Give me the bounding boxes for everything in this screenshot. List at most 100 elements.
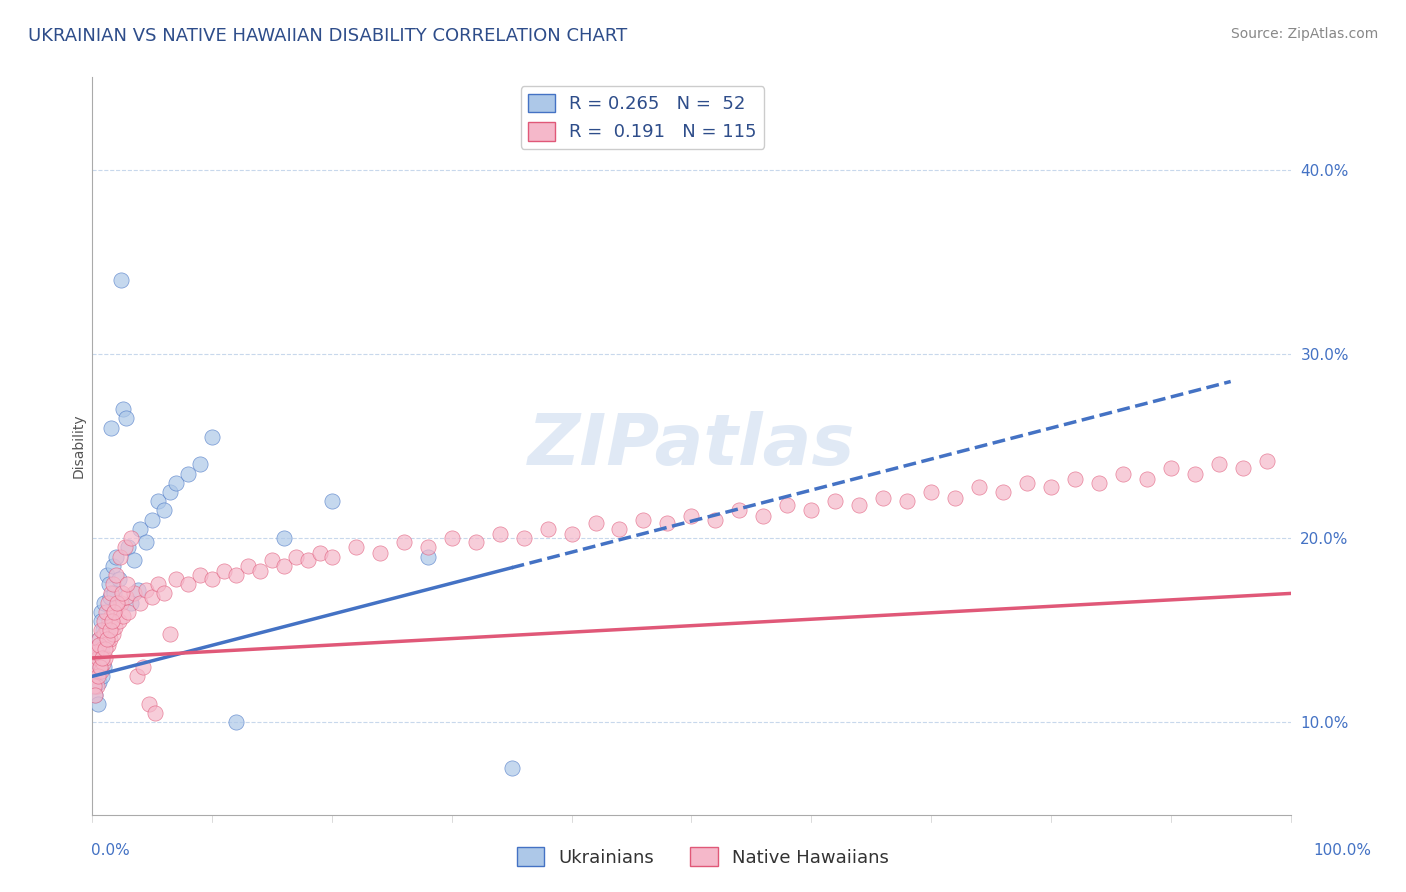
Point — [159, 485, 181, 500]
Point — [344, 541, 367, 555]
Point — [93, 627, 115, 641]
Point — [90, 614, 112, 628]
Point — [273, 531, 295, 545]
Point — [89, 660, 111, 674]
Point — [86, 679, 108, 693]
Point — [188, 568, 211, 582]
Point — [97, 614, 120, 628]
Point — [776, 498, 799, 512]
Point — [260, 553, 283, 567]
Point — [920, 485, 942, 500]
Point — [101, 558, 124, 573]
Point — [98, 590, 121, 604]
Point — [138, 697, 160, 711]
Point — [561, 527, 583, 541]
Point — [98, 624, 121, 638]
Point — [249, 564, 271, 578]
Point — [98, 632, 121, 647]
Point — [115, 577, 138, 591]
Point — [440, 531, 463, 545]
Point — [177, 577, 200, 591]
Point — [90, 641, 112, 656]
Point — [135, 582, 157, 597]
Text: 0.0%: 0.0% — [91, 843, 131, 858]
Point — [97, 619, 120, 633]
Point — [896, 494, 918, 508]
Point — [82, 669, 104, 683]
Text: Source: ZipAtlas.com: Source: ZipAtlas.com — [1230, 27, 1378, 41]
Point — [91, 624, 114, 638]
Legend: Ukrainians, Native Hawaiians: Ukrainians, Native Hawaiians — [510, 840, 896, 874]
Point — [1015, 475, 1038, 490]
Point — [84, 651, 107, 665]
Point — [86, 669, 108, 683]
Point — [117, 541, 139, 555]
Point — [135, 534, 157, 549]
Point — [89, 632, 111, 647]
Point — [236, 558, 259, 573]
Point — [87, 638, 110, 652]
Point — [94, 627, 117, 641]
Point — [131, 660, 153, 674]
Point — [824, 494, 846, 508]
Point — [82, 651, 104, 665]
Point — [86, 664, 108, 678]
Point — [94, 651, 117, 665]
Point — [96, 568, 118, 582]
Point — [90, 605, 112, 619]
Point — [146, 494, 169, 508]
Point — [91, 669, 114, 683]
Point — [141, 590, 163, 604]
Point — [114, 411, 136, 425]
Point — [112, 608, 135, 623]
Point — [188, 458, 211, 472]
Text: ZIPatlas: ZIPatlas — [527, 411, 855, 481]
Point — [108, 549, 131, 564]
Point — [1039, 479, 1062, 493]
Point — [93, 614, 115, 628]
Point — [83, 660, 105, 674]
Point — [657, 516, 679, 531]
Legend: R = 0.265   N =  52, R =  0.191   N = 115: R = 0.265 N = 52, R = 0.191 N = 115 — [520, 87, 763, 149]
Point — [90, 624, 112, 638]
Point — [464, 534, 486, 549]
Point — [416, 549, 439, 564]
Point — [512, 531, 534, 545]
Point — [201, 430, 224, 444]
Point — [127, 582, 149, 597]
Point — [165, 475, 187, 490]
Point — [105, 596, 128, 610]
Point — [104, 568, 127, 582]
Point — [129, 596, 152, 610]
Point — [536, 522, 558, 536]
Point — [146, 577, 169, 591]
Point — [93, 596, 115, 610]
Point — [1256, 454, 1278, 468]
Point — [84, 641, 107, 656]
Point — [201, 572, 224, 586]
Point — [728, 503, 751, 517]
Point — [104, 601, 127, 615]
Point — [87, 651, 110, 665]
Point — [83, 679, 105, 693]
Point — [225, 715, 247, 730]
Point — [105, 601, 128, 615]
Y-axis label: Disability: Disability — [72, 414, 86, 478]
Point — [101, 577, 124, 591]
Point — [153, 503, 176, 517]
Point — [159, 627, 181, 641]
Point — [585, 516, 607, 531]
Point — [100, 608, 122, 623]
Point — [101, 614, 124, 628]
Point — [89, 645, 111, 659]
Point — [165, 572, 187, 586]
Point — [86, 645, 108, 659]
Point — [96, 624, 118, 638]
Point — [114, 590, 136, 604]
Point — [416, 541, 439, 555]
Point — [848, 498, 870, 512]
Point — [100, 420, 122, 434]
Point — [800, 503, 823, 517]
Point — [97, 596, 120, 610]
Point — [93, 660, 115, 674]
